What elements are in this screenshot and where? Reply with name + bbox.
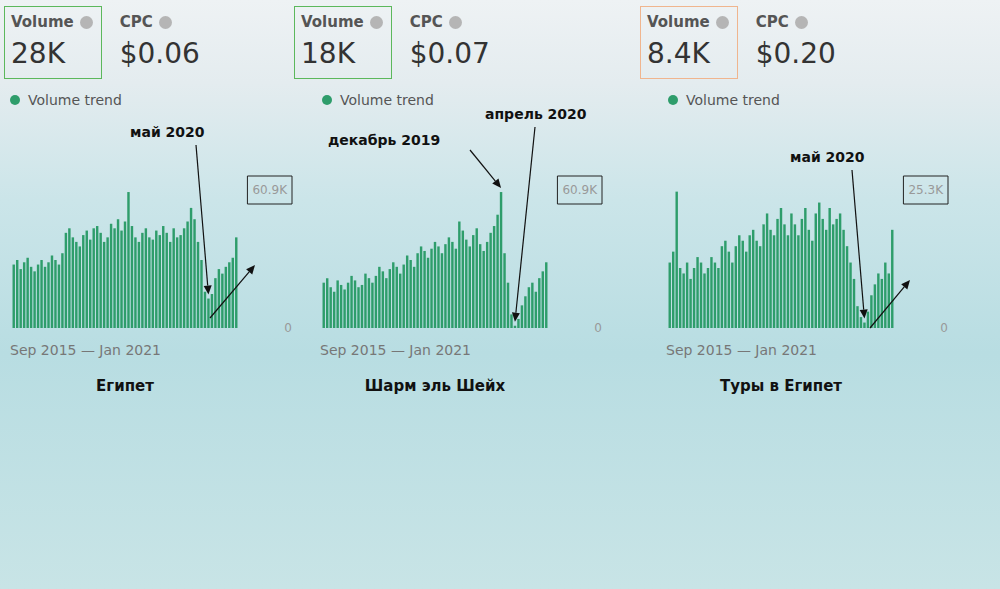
html-text:Volume: Volume — [301, 13, 364, 31]
svg-text:25.3K: 25.3K — [908, 183, 944, 197]
svg-text:май 2020: май 2020 — [790, 149, 865, 165]
svg-text:Sep 2015 — Jan 2021: Sep 2015 — Jan 2021 — [320, 342, 471, 358]
svg-text:Туры в Египет: Туры в Египет — [720, 377, 842, 395]
svg-text:0: 0 — [284, 321, 292, 335]
html-text:$0.06: $0.06 — [119, 37, 200, 70]
svg-text:Египет: Египет — [96, 377, 154, 395]
html-text:Volume trend: Volume trend — [686, 92, 780, 108]
svg-text:0: 0 — [940, 321, 948, 335]
svg-text:Sep 2015 — Jan 2021: Sep 2015 — Jan 2021 — [666, 342, 817, 358]
svg-text:Шарм эль Шейх: Шарм эль Шейх — [365, 377, 506, 395]
html-text:$0.07: $0.07 — [409, 37, 490, 70]
html-text:CPC: CPC — [755, 13, 789, 31]
svg-text:0: 0 — [594, 321, 602, 335]
html-text:28K: 28K — [11, 37, 65, 70]
html-text:CPC: CPC — [409, 13, 443, 31]
html-text:Volume: Volume — [11, 13, 74, 31]
html-text:8.4K: 8.4K — [647, 37, 710, 70]
html-text:Volume: Volume — [647, 13, 710, 31]
svg-text:60.9K: 60.9K — [562, 183, 598, 197]
svg-text:60.9K: 60.9K — [252, 183, 288, 197]
html-text:$0.20: $0.20 — [755, 37, 836, 70]
svg-text:май 2020: май 2020 — [130, 124, 205, 140]
html-text:CPC: CPC — [119, 13, 153, 31]
html-text:Volume trend: Volume trend — [340, 92, 434, 108]
svg-text:Sep 2015 — Jan 2021: Sep 2015 — Jan 2021 — [10, 342, 161, 358]
html-text:Volume trend: Volume trend — [28, 92, 122, 108]
svg-text:декабрь 2019: декабрь 2019 — [328, 132, 440, 148]
html-text:18K: 18K — [301, 37, 355, 70]
svg-text:апрель 2020: апрель 2020 — [485, 106, 587, 122]
